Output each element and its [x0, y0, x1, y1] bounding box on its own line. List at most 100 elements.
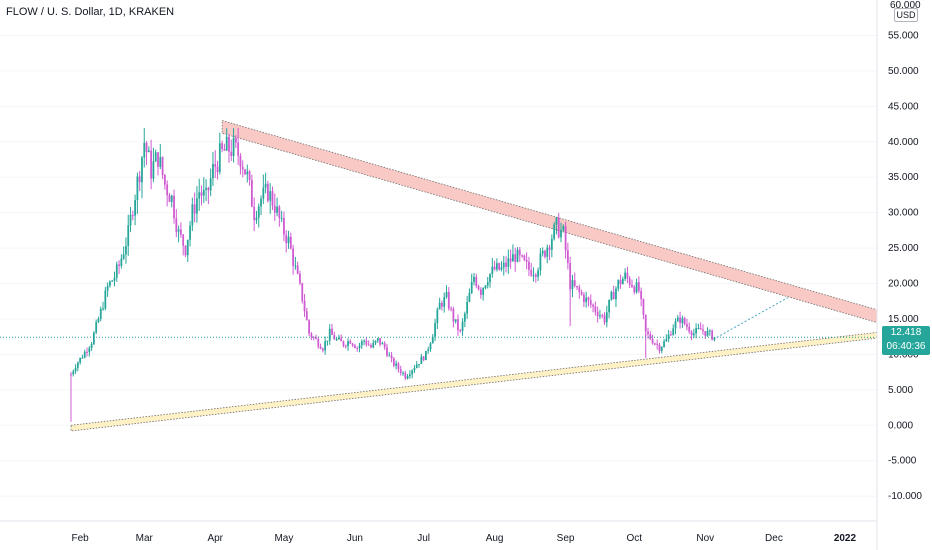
candle-body — [704, 331, 707, 336]
candle-body — [505, 262, 507, 267]
candle-body — [699, 328, 702, 330]
candle-body — [445, 291, 448, 297]
candle-body — [76, 362, 79, 368]
candle-body — [470, 282, 473, 294]
projection-line[interactable] — [716, 297, 788, 338]
candle-body — [473, 276, 475, 283]
candle-body — [546, 247, 549, 257]
candle-body — [713, 337, 716, 340]
support-band[interactable] — [70, 331, 878, 432]
candle-body — [294, 265, 297, 267]
x-tick-label: Apr — [207, 533, 223, 544]
candle-body — [337, 337, 340, 340]
candle-body — [317, 338, 320, 347]
candle-body — [342, 341, 345, 346]
candle-body — [296, 265, 299, 274]
candle-body — [422, 356, 425, 361]
y-tick-label: 50.000 — [888, 66, 919, 77]
candle-body — [81, 357, 84, 359]
candle-body — [525, 260, 528, 262]
candle-body — [647, 331, 649, 334]
candle-body — [482, 288, 485, 295]
candle-body — [500, 267, 503, 270]
candle-body — [283, 218, 285, 235]
candle-body — [653, 343, 656, 345]
candle-body — [633, 286, 636, 293]
last-price-countdown: 06:40:36 — [886, 341, 926, 352]
candle-body — [237, 142, 240, 156]
candle-body — [692, 333, 695, 336]
y-tick-label: 45.000 — [888, 101, 919, 112]
candle-body — [79, 357, 82, 363]
candle-body — [170, 195, 173, 202]
candle-body — [626, 272, 629, 279]
candle-body — [537, 270, 540, 277]
candle-body — [708, 330, 711, 332]
candle-body — [399, 369, 402, 374]
candle-body — [457, 319, 459, 331]
candle-body — [493, 266, 496, 270]
candle-body — [225, 136, 228, 151]
candle-body — [438, 302, 441, 310]
candle-body — [589, 300, 592, 305]
candle-body — [278, 206, 281, 219]
candle-body — [475, 276, 478, 287]
candle-body — [656, 343, 659, 345]
support-channel — [70, 331, 878, 432]
candle-body — [228, 136, 230, 152]
candle-body — [340, 337, 343, 342]
candle-body — [578, 287, 581, 292]
candle-body — [509, 258, 512, 262]
candle-body — [681, 318, 684, 324]
candle-body — [310, 333, 313, 338]
y-tick-label: 30.000 — [888, 208, 919, 219]
y-tick-label: 20.000 — [888, 279, 919, 290]
candle-body — [301, 283, 304, 301]
candle-body — [576, 285, 578, 288]
candle-body — [688, 326, 691, 332]
candle-body — [125, 245, 127, 255]
candle-body — [289, 236, 292, 249]
candle-body — [674, 321, 677, 329]
candle-body — [436, 309, 439, 324]
candle-body — [466, 301, 469, 314]
candle-body — [193, 204, 196, 214]
candle-body — [512, 254, 514, 262]
candle-body — [86, 351, 88, 353]
candle-body — [292, 248, 294, 266]
candle-body — [454, 319, 457, 322]
candle-body — [150, 150, 153, 179]
price-axis: 55.000 50.000 45.000 40.000 35.000 30.000 25.0… — [888, 30, 922, 502]
candle-body — [186, 239, 189, 256]
candle-body — [372, 342, 375, 348]
candle-body — [367, 344, 370, 346]
candle-body — [702, 329, 704, 332]
currency-unit-badge[interactable]: USD — [894, 8, 918, 22]
candle-body — [573, 280, 576, 286]
candle-body — [122, 254, 125, 259]
candle-body — [447, 291, 450, 309]
candle-body — [374, 340, 377, 343]
candle-body — [658, 344, 661, 352]
candle-body — [354, 345, 356, 348]
candle-body — [427, 349, 430, 352]
candle-body — [479, 289, 482, 295]
candle-body — [580, 291, 583, 295]
resistance-band[interactable] — [221, 119, 878, 324]
candle-body — [672, 328, 675, 336]
candle-body — [660, 346, 663, 352]
candle-body — [566, 250, 569, 263]
candle-body — [507, 258, 510, 267]
candle-body — [312, 337, 315, 339]
candle-body — [131, 214, 134, 216]
candle-body — [402, 372, 404, 374]
candle-body — [202, 189, 205, 196]
candle-body — [637, 282, 640, 291]
candle-body — [113, 277, 116, 281]
candle-body — [90, 344, 93, 349]
candle-body — [175, 218, 178, 232]
candle-body — [528, 261, 530, 270]
candle-body — [129, 214, 132, 226]
candle-body — [644, 314, 647, 332]
